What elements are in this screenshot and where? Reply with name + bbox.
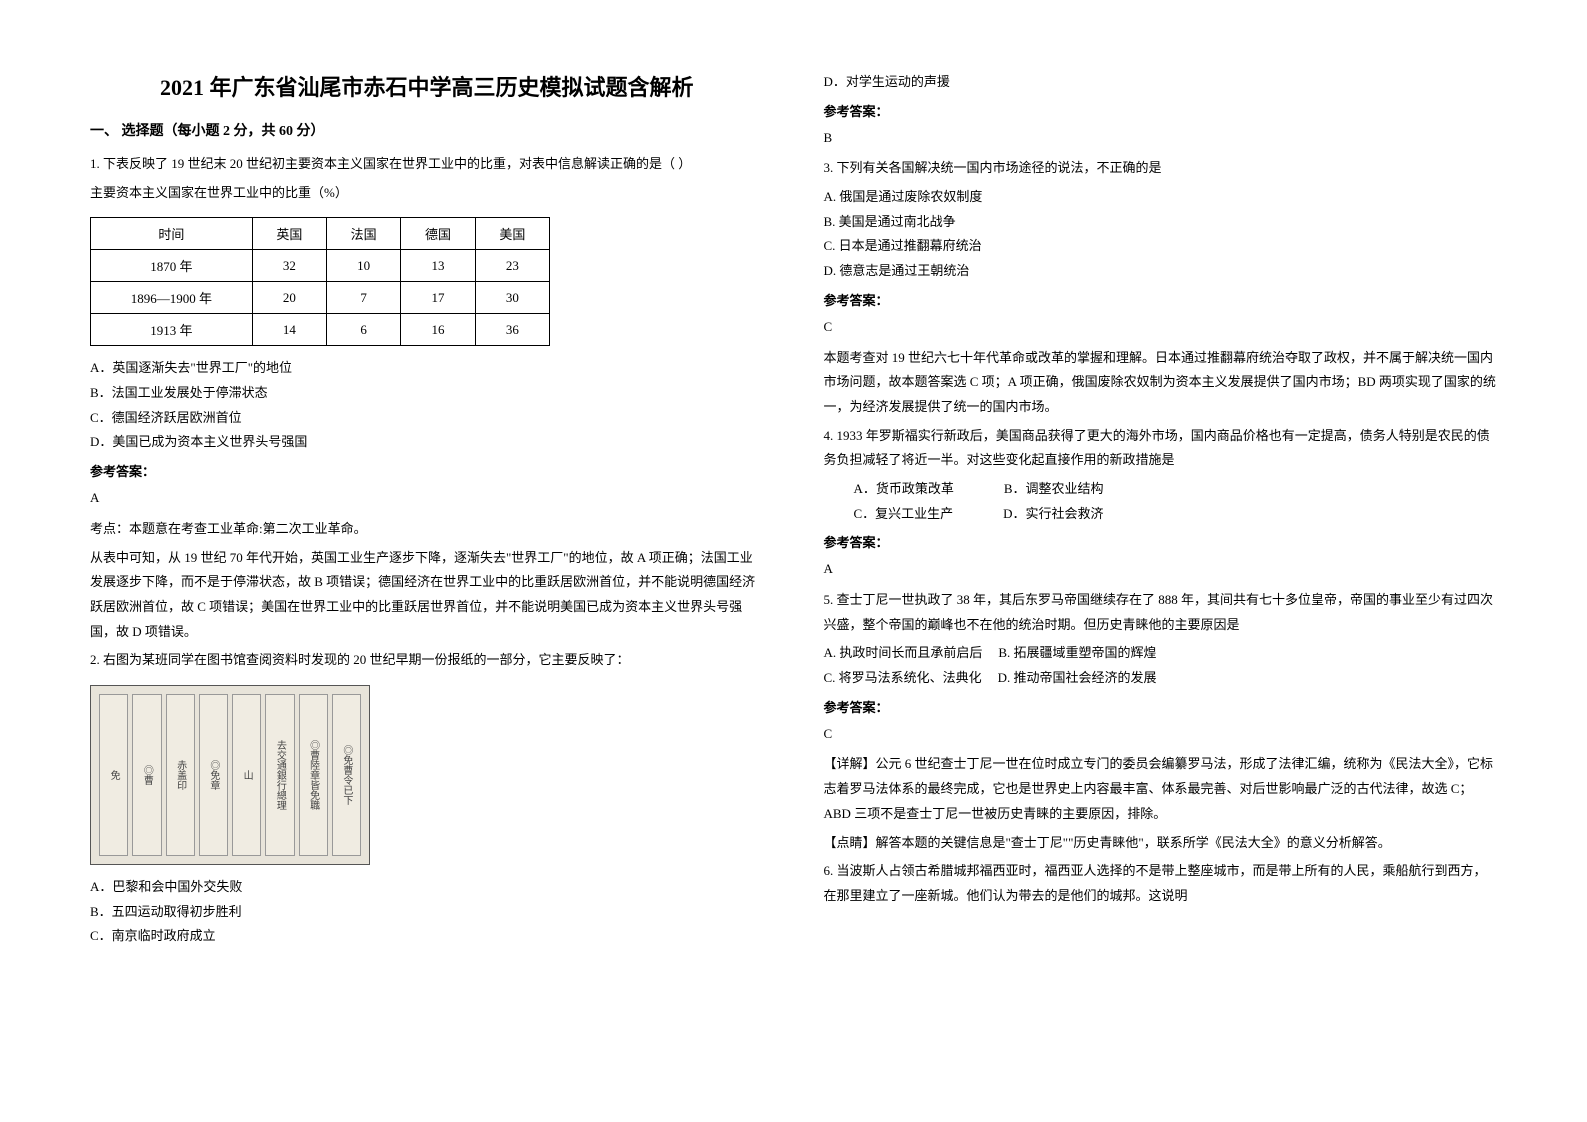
q5-option-c: C. 将罗马法系统化、法典化 [824,670,982,685]
q5-option-a: A. 执政时间长而且承前启后 [824,645,983,660]
left-column: 2021 年广东省汕尾市赤石中学高三历史模拟试题含解析 一、 选择题（每小题 2… [90,70,764,1082]
q4-option-d: D．实行社会救济 [1003,502,1103,527]
table-row: 1913 年 14 6 16 36 [91,314,550,346]
q1-option-c: C．德国经济跃居欧洲首位 [90,406,764,431]
document-title: 2021 年广东省汕尾市赤石中学高三历史模拟试题含解析 [90,70,764,102]
table-header-row: 时间 英国 法国 德国 美国 [91,218,550,250]
q2-option-b: B．五四运动取得初步胜利 [90,900,764,925]
news-cell: ◎曹 [132,694,161,856]
q3-explain: 本题考查对 19 世纪六七十年代革命或改革的掌握和理解。日本通过推翻幕府统治夺取… [824,346,1498,420]
news-cell: ◎免章 [199,694,228,856]
q2-answer: B [824,126,1498,151]
news-cell: ◎免曹令已下 [332,694,361,856]
news-cell: ◎曹陸章皆免職 [299,694,328,856]
news-cell: 去交通銀行總理 [265,694,294,856]
q2-text: 2. 右图为某班同学在图书馆查阅资料时发现的 20 世纪早期一份报纸的一部分，它… [90,648,764,673]
th-usa: 美国 [475,218,549,250]
q6-text: 6. 当波斯人占领古希腊城邦福西亚时，福西亚人选择的不是带上整座城市，而是带上所… [824,859,1498,908]
q4-options-row2: C．复兴工业生产 D．实行社会救济 [854,502,1498,527]
q1-exam-point: 考点：本题意在考查工业革命:第二次工业革命。 [90,517,764,542]
q5-answer-heading: 参考答案： [824,697,1498,716]
q4-option-a: A．货币政策改革 [854,477,954,502]
q5-option-b: B. 拓展疆域重塑帝国的辉煌 [998,645,1156,660]
th-time: 时间 [91,218,253,250]
q5-explain1: 【详解】公元 6 世纪查士丁尼一世在位时成立专门的委员会编纂罗马法，形成了法律汇… [824,752,1498,826]
q1-explain: 从表中可知，从 19 世纪 70 年代开始，英国工业生产逐步下降，逐渐失去"世界… [90,546,764,645]
right-column: D．对学生运动的声援 参考答案： B 3. 下列有关各国解决统一国内市场途径的说… [824,70,1498,1082]
q3-option-a: A. 俄国是通过废除农奴制度 [824,185,1498,210]
q4-option-c: C．复兴工业生产 [854,502,954,527]
section-heading: 一、 选择题（每小题 2 分，共 60 分） [90,120,764,140]
q1-option-d: D．美国已成为资本主义世界头号强国 [90,430,764,455]
q5-text: 5. 查士丁尼一世执政了 38 年，其后东罗马帝国继续存在了 888 年，其间共… [824,588,1498,637]
q1-table: 时间 英国 法国 德国 美国 1870 年 32 10 13 23 1896—1… [90,217,550,346]
q3-option-c: C. 日本是通过推翻幕府统治 [824,234,1498,259]
q5-explain2: 【点睛】解答本题的关键信息是"查士丁尼""历史青睐他"，联系所学《民法大全》的意… [824,831,1498,856]
q1-answer-heading: 参考答案： [90,461,764,480]
news-cell: 赤盖印 [166,694,195,856]
q1-option-b: B．法国工业发展处于停滞状态 [90,381,764,406]
q2-option-a: A．巴黎和会中国外交失败 [90,875,764,900]
th-germany: 德国 [401,218,475,250]
q3-answer: C [824,315,1498,340]
q2-newspaper-image: 免 ◎曹 赤盖印 ◎免章 山 去交通銀行總理 ◎曹陸章皆免職 ◎免曹令已下 [90,685,370,865]
table-row: 1896—1900 年 20 7 17 30 [91,282,550,314]
q3-text: 3. 下列有关各国解决统一国内市场途径的说法，不正确的是 [824,156,1498,181]
q1-answer: A [90,486,764,511]
news-cell: 山 [232,694,261,856]
q2-answer-heading: 参考答案： [824,101,1498,120]
q4-options-row1: A．货币政策改革 B．调整农业结构 [854,477,1498,502]
q1-option-a: A．英国逐渐失去"世界工厂"的地位 [90,356,764,381]
q4-text: 4. 1933 年罗斯福实行新政后，美国商品获得了更大的海外市场，国内商品价格也… [824,424,1498,473]
q1-text: 1. 下表反映了 19 世纪末 20 世纪初主要资本主义国家在世界工业中的比重，… [90,152,764,177]
q1-table-caption: 主要资本主义国家在世界工业中的比重（%） [90,181,764,206]
q5-option-d: D. 推动帝国社会经济的发展 [998,670,1157,685]
news-cell: 免 [99,694,128,856]
q2-option-d: D．对学生运动的声援 [824,70,1498,95]
q4-option-b: B．调整农业结构 [1004,477,1104,502]
q3-option-d: D. 德意志是通过王朝统治 [824,259,1498,284]
q4-answer: A [824,557,1498,582]
q3-option-b: B. 美国是通过南北战争 [824,210,1498,235]
newspaper-strip: 免 ◎曹 赤盖印 ◎免章 山 去交通銀行總理 ◎曹陸章皆免職 ◎免曹令已下 [99,694,361,856]
table-row: 1870 年 32 10 13 23 [91,250,550,282]
th-france: 法国 [327,218,401,250]
th-uk: 英国 [252,218,326,250]
q3-answer-heading: 参考答案： [824,290,1498,309]
q4-answer-heading: 参考答案： [824,532,1498,551]
q2-option-c: C．南京临时政府成立 [90,924,764,949]
q5-answer: C [824,722,1498,747]
